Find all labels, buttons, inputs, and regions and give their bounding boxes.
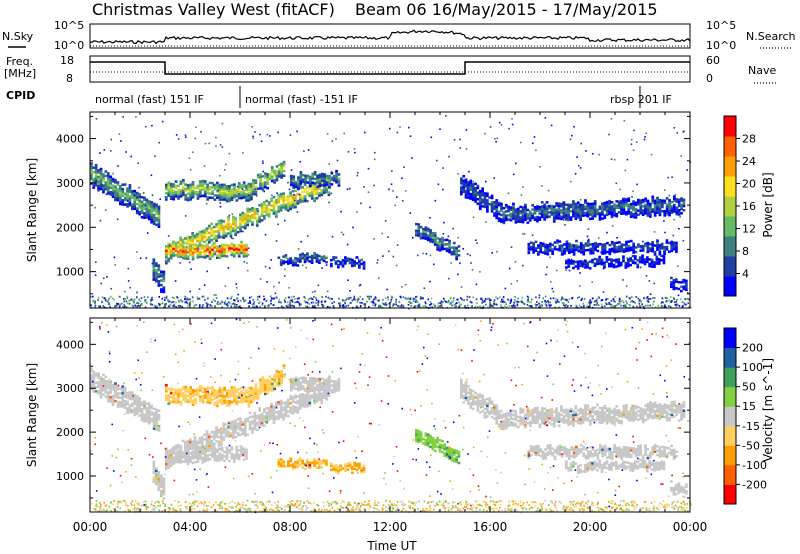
freq-tick-top: 18 xyxy=(60,54,74,67)
power-ytick-label: 3000 xyxy=(56,177,84,190)
nsearch-tick-top: 10^5 xyxy=(706,19,736,32)
velocity-colorbar-tick: -200 xyxy=(742,478,767,491)
velocity-colorbar-tick: -50 xyxy=(742,439,760,452)
x-axis-label: Time UT xyxy=(366,539,417,553)
velocity-ytick-label: 1000 xyxy=(56,470,84,483)
power-ylabel: Slant Range [km] xyxy=(25,158,39,262)
power-colorbar-swatch xyxy=(724,216,736,237)
velocity-colorbar-label: Velocity [m s^-1] xyxy=(761,358,775,462)
power-ytick-label: 1000 xyxy=(56,266,84,279)
nsky-label: N.Sky xyxy=(2,30,34,43)
power-colorbar-tick: 12 xyxy=(742,223,756,236)
power-colorbar-swatch xyxy=(724,236,736,257)
cpid-row: CPID normal (fast) 151 IF normal (fast) -… xyxy=(6,86,672,108)
velocity-colorbar-tick: -100 xyxy=(742,459,767,472)
velocity-colorbar-tick: 15 xyxy=(742,400,756,413)
x-tick-label: 00:00 xyxy=(73,520,108,534)
x-tick-label: 12:00 xyxy=(373,520,408,534)
nsky-line xyxy=(89,29,691,45)
velocity-colorbar-tick: 200 xyxy=(742,342,763,355)
power-ytick-label: 2000 xyxy=(56,221,84,234)
power-colorbar-swatch xyxy=(724,176,736,197)
x-tick-label: 00:00 xyxy=(673,520,708,534)
power-colorbar-tick: 4 xyxy=(742,268,749,281)
velocity-ylabel: Slant Range [km] xyxy=(25,363,39,467)
power-colorbar-swatch xyxy=(724,156,736,177)
velocity-heatmap xyxy=(90,318,692,514)
power-heatmap xyxy=(90,115,692,310)
x-tick-label: 08:00 xyxy=(273,520,308,534)
nave-tick-top: 60 xyxy=(706,54,720,67)
nave-label: Nave xyxy=(748,64,776,77)
power-colorbar-tick: 8 xyxy=(742,245,749,258)
velocity-colorbar-swatch xyxy=(724,367,736,388)
nsky-tick-top: 10^5 xyxy=(54,19,84,32)
velocity-colorbar-tick: 50 xyxy=(742,381,756,394)
station-title: Christmas Valley West (fitACF) xyxy=(92,0,335,19)
power-colorbar-swatch xyxy=(724,136,736,157)
power-colorbar-swatch xyxy=(724,196,736,217)
cpid-segment-label: normal (fast) 151 IF xyxy=(95,93,204,106)
velocity-colorbar-tick: -15 xyxy=(742,420,760,433)
cpid-label: CPID xyxy=(6,89,35,102)
nsearch-label: N.Search xyxy=(746,30,796,43)
power-colorbar-swatch xyxy=(724,116,736,137)
nave-tick-bottom: 0 xyxy=(706,72,713,85)
power-ytick-label: 4000 xyxy=(56,133,84,146)
velocity-colorbar-swatch xyxy=(724,328,736,349)
x-tick-label: 20:00 xyxy=(573,520,608,534)
velocity-colorbar: 200 100 50 15 -15 -50 -100 -200 xyxy=(723,327,767,505)
freq-panel: Freq. [MHz] 18 8 60 0 Nave xyxy=(4,54,776,85)
power-colorbar-tick: 16 xyxy=(742,200,756,213)
power-colorbar-tick: 28 xyxy=(742,133,756,146)
freq-unit-label: [MHz] xyxy=(4,67,36,80)
velocity-ytick-label: 2000 xyxy=(56,426,84,439)
power-colorbar-swatch xyxy=(724,256,736,277)
power-colorbar-label: Power [dB] xyxy=(761,172,775,237)
velocity-ytick-label: 3000 xyxy=(56,382,84,395)
power-panel: 1000 2000 3000 4000 Slant Range [km] 28 24 20… xyxy=(25,111,775,310)
velocity-colorbar-swatch xyxy=(724,464,736,485)
velocity-colorbar-swatch xyxy=(724,445,736,466)
velocity-colorbar-tick: 100 xyxy=(742,361,763,374)
power-colorbar-tick: 20 xyxy=(742,178,756,191)
velocity-colorbar-swatch xyxy=(724,347,736,368)
velocity-colorbar-swatch xyxy=(724,425,736,446)
x-axis: 00:00 04:00 08:00 12:00 16:00 20:00 00:00 xyxy=(73,520,708,534)
power-colorbar: 28 24 20 16 12 8 4 xyxy=(723,115,756,297)
nsky-panel: N.Sky 10^5 10^0 10^5 10^0 N.Search xyxy=(2,19,796,52)
x-tick-label: 04:00 xyxy=(173,520,208,534)
nsky-tick-bottom: 10^0 xyxy=(54,39,84,52)
power-colorbar-swatch xyxy=(724,276,736,297)
velocity-ytick-label: 4000 xyxy=(56,338,84,351)
cpid-segment-label: rbsp 201 IF xyxy=(610,93,672,106)
velocity-colorbar-swatch xyxy=(724,406,736,427)
beam-date-title: Beam 06 16/May/2015 - 17/May/2015 xyxy=(355,0,658,19)
cpid-segment-label: normal (fast) -151 IF xyxy=(245,93,358,106)
velocity-colorbar-swatch xyxy=(724,386,736,407)
freq-label: Freq. xyxy=(6,55,33,68)
velocity-colorbar-swatch xyxy=(724,484,736,505)
x-tick-label: 16:00 xyxy=(473,520,508,534)
power-colorbar-tick: 24 xyxy=(742,155,756,168)
nsearch-tick-bottom: 10^0 xyxy=(706,39,736,52)
freq-line xyxy=(90,61,690,75)
freq-tick-bottom: 8 xyxy=(66,72,73,85)
velocity-panel: 1000 2000 3000 4000 Slant Range [km] 200 100… xyxy=(25,317,775,514)
